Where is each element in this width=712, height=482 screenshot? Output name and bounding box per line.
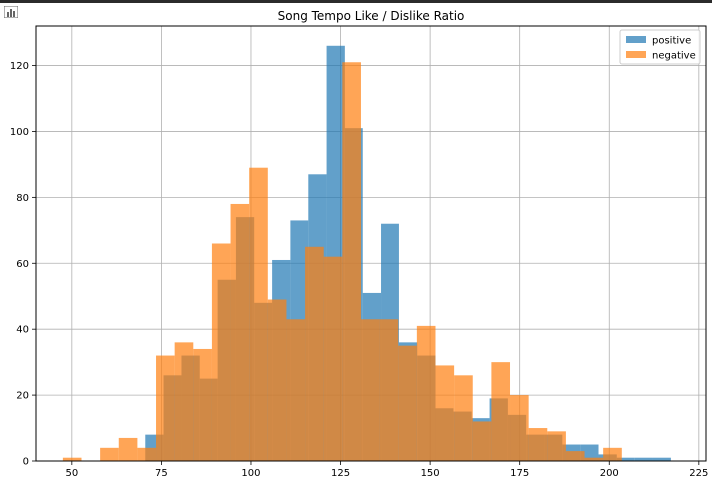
- legend-label-positive: positive: [652, 36, 691, 47]
- axis-ticks: 50 75 100 125 150 175 200 225 0 20 40 60 80 100 120: [10, 61, 708, 479]
- x-tick-label: 175: [510, 468, 529, 479]
- bar-negative: [193, 348, 212, 461]
- bar-negative: [156, 355, 175, 461]
- bar-negative: [305, 246, 324, 461]
- bar-negative: [174, 342, 194, 461]
- bar-negative: [454, 375, 473, 461]
- bar-negative: [137, 447, 157, 461]
- plot-frame: [35, 25, 707, 462]
- x-tick-label: 150: [421, 468, 440, 479]
- y-tick-label: 120: [10, 61, 29, 72]
- bar-negative: [62, 457, 82, 461]
- bar-negative: [528, 428, 548, 461]
- y-tick-label: 0: [23, 457, 29, 468]
- window-top-border: [0, 0, 712, 3]
- bar-negative: [603, 447, 622, 461]
- bar-negative: [491, 362, 511, 461]
- bar-negative: [211, 243, 231, 461]
- bar-negative: [342, 62, 361, 461]
- y-tick-label: 80: [16, 193, 29, 204]
- x-tick-label: 200: [600, 468, 619, 479]
- legend-label-negative: negative: [652, 51, 696, 62]
- bar-negative: [472, 421, 492, 461]
- bar-positive: [634, 457, 653, 461]
- bar-negative: [360, 319, 380, 461]
- y-tick-label: 20: [16, 391, 29, 402]
- bar-negative: [249, 167, 268, 462]
- x-tick-label: 125: [331, 468, 350, 479]
- bar-negative: [416, 325, 436, 461]
- bar-negative: [286, 319, 306, 461]
- bar-negative: [398, 345, 417, 461]
- y-tick-label: 60: [16, 259, 29, 270]
- bar-negative: [379, 319, 399, 461]
- y-tick-label: 100: [10, 127, 29, 138]
- x-tick-label: 50: [65, 468, 78, 479]
- bar-positive: [652, 457, 671, 461]
- bar-negative: [565, 451, 585, 461]
- bar-negative: [100, 447, 119, 461]
- bar-negative: [267, 299, 287, 461]
- bar-positive: [580, 444, 599, 461]
- bar-positive: [616, 457, 635, 461]
- y-tick-label: 40: [16, 325, 29, 336]
- bar-negative: [230, 203, 250, 462]
- chart-title: Song Tempo Like / Dislike Ratio: [278, 9, 465, 23]
- x-tick-label: 225: [689, 468, 708, 479]
- x-tick-label: 100: [241, 468, 260, 479]
- x-tick-label: 75: [155, 468, 168, 479]
- bar-negative: [510, 395, 529, 461]
- bar-negative: [323, 256, 343, 461]
- bar-negative: [584, 457, 604, 461]
- legend-swatch-negative: [626, 51, 646, 58]
- bar-negative: [118, 437, 138, 461]
- legend: positive negative: [619, 29, 701, 65]
- chart-view-icon[interactable]: [4, 6, 18, 18]
- bar-negative: [547, 431, 566, 461]
- bar-negative: [435, 365, 455, 461]
- histogram-bars: [62, 45, 671, 462]
- legend-swatch-positive: [626, 36, 646, 43]
